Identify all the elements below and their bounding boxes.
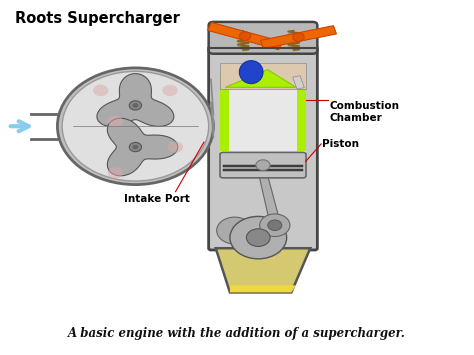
Text: A basic engine with the addition of a supercharger.: A basic engine with the addition of a su… (68, 327, 406, 340)
Ellipse shape (168, 141, 183, 153)
FancyBboxPatch shape (209, 22, 318, 54)
Ellipse shape (108, 115, 123, 127)
Ellipse shape (162, 85, 178, 96)
Text: Roots Supercharger: Roots Supercharger (15, 11, 180, 26)
Ellipse shape (239, 61, 263, 84)
Text: Piston: Piston (322, 139, 359, 149)
Ellipse shape (108, 167, 123, 179)
FancyBboxPatch shape (220, 152, 306, 178)
FancyBboxPatch shape (209, 47, 318, 250)
Circle shape (62, 71, 209, 181)
Circle shape (260, 214, 290, 236)
Bar (223, 169, 303, 171)
Polygon shape (216, 248, 310, 293)
Circle shape (57, 68, 213, 185)
Text: Intake Port: Intake Port (124, 194, 190, 204)
Circle shape (132, 103, 138, 108)
Circle shape (129, 101, 142, 110)
Bar (293, 76, 304, 89)
Circle shape (268, 220, 282, 230)
Polygon shape (107, 118, 178, 176)
Text: Combustion
Chamber: Combustion Chamber (329, 102, 399, 123)
Circle shape (239, 32, 251, 40)
Polygon shape (208, 22, 283, 50)
Circle shape (293, 33, 304, 42)
Ellipse shape (128, 130, 143, 141)
Circle shape (129, 142, 142, 152)
Bar (220, 73, 229, 151)
Polygon shape (211, 80, 213, 137)
Bar (220, 62, 306, 89)
Bar (297, 73, 306, 151)
Circle shape (217, 217, 253, 244)
Polygon shape (260, 26, 337, 49)
Bar (220, 62, 306, 154)
Polygon shape (230, 285, 296, 293)
Bar (223, 165, 303, 167)
Circle shape (246, 229, 270, 246)
Polygon shape (225, 70, 296, 87)
Circle shape (256, 160, 270, 170)
Circle shape (230, 217, 287, 259)
Polygon shape (258, 172, 280, 220)
Ellipse shape (93, 85, 109, 96)
Polygon shape (97, 73, 174, 126)
Circle shape (132, 145, 138, 149)
